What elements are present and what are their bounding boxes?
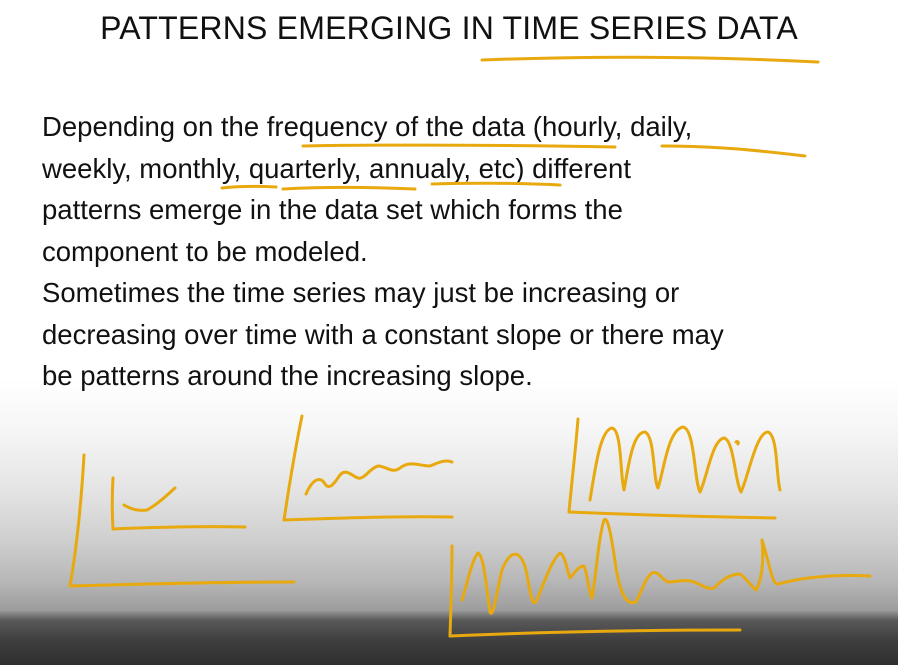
- seasonal-peaks-sketch: [567, 417, 782, 520]
- slide-body: Depending on the frequency of the data (…: [42, 106, 872, 397]
- slide-title: PATTERNS EMERGING IN TIME SERIES DATA: [100, 10, 798, 46]
- text-line: Depending on the frequency of the data (…: [42, 111, 693, 142]
- rising-trend-sketch: [68, 453, 296, 588]
- paragraph-frequency: Depending on the frequency of the data (…: [42, 106, 872, 272]
- text-line: weekly, monthly, quarterly, annualy, etc…: [42, 152, 631, 184]
- irregular-pattern-sketch: [448, 517, 872, 638]
- paragraph-slope: Sometimes the time series may just be in…: [42, 272, 872, 397]
- text-line: be patterns around the increasing slope.: [42, 360, 533, 391]
- text-line: patterns emerge in the data set which fo…: [42, 194, 623, 225]
- title-underline: [480, 55, 820, 64]
- wavy-trend-sketch: [282, 414, 454, 522]
- text-line: component to be modeled.: [42, 235, 368, 267]
- text-line: decreasing over time with a constant slo…: [42, 318, 724, 350]
- text-line: Sometimes the time series may just be in…: [42, 277, 680, 308]
